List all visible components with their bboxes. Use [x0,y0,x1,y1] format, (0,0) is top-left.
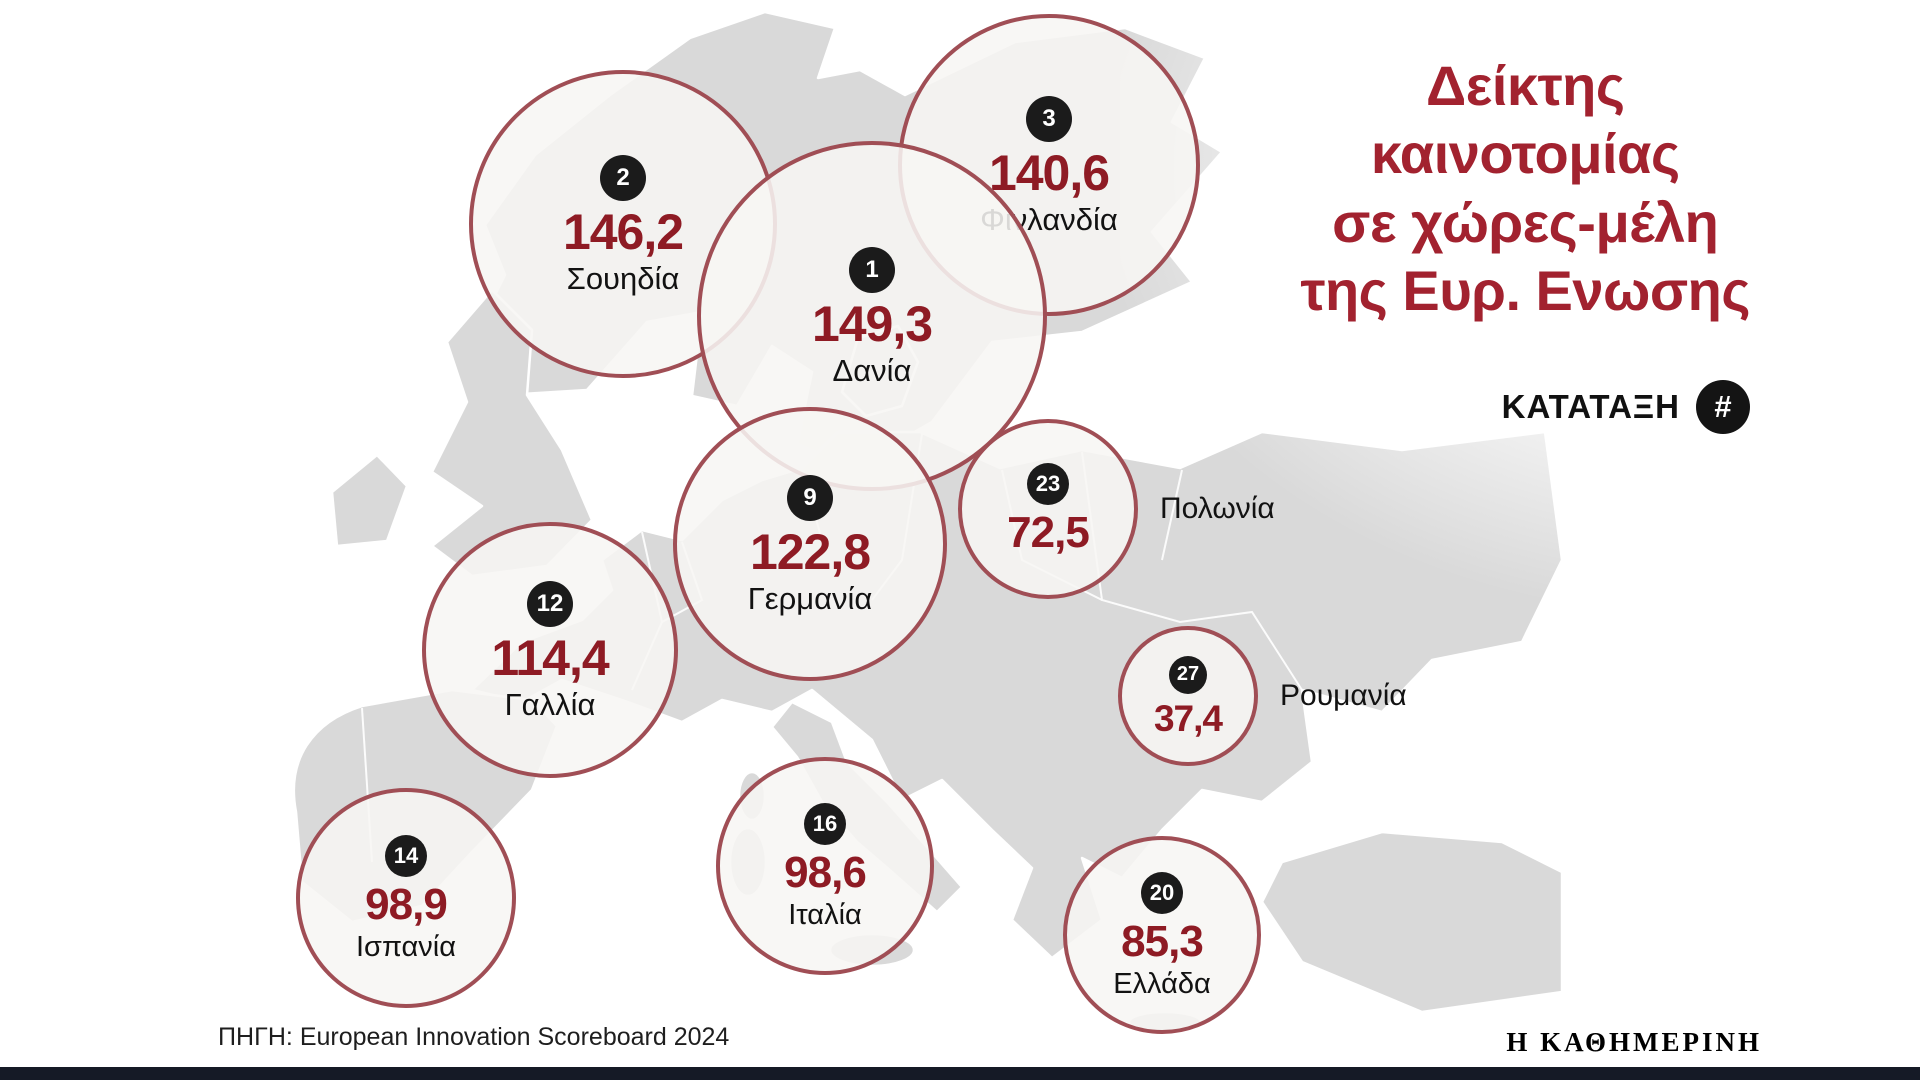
chart-title: Δείκτης καινοτομίας σε χώρες-μέλη της Ευ… [1300,52,1750,325]
innovation-value: 37,4 [1153,697,1223,739]
rank-number: 1 [865,255,879,283]
title-line-2: καινοτομίας [1370,122,1680,186]
country-label: Ρουμανία [1280,679,1407,712]
country-bubble-rank-27: 27 37,4 Ρουμανία [1118,626,1407,766]
source-note: ΠΗΓΗ: European Innovation Scoreboard 202… [218,1023,730,1051]
rank-badge: 12 [527,580,573,627]
rank-hash-icon: # [1696,380,1750,434]
rank-badge: 3 [1026,95,1072,142]
country-label: Ισπανία [355,930,457,963]
innovation-value: 98,9 [365,879,448,929]
title-line-4: της Ευρ. Ενωσης [1300,258,1750,322]
map-britain [430,288,594,578]
rank-badge: 27 [1169,655,1207,694]
rank-number: 2 [616,163,630,191]
country-bubble-rank-23: 23 72,5 Πολωνία [958,419,1275,599]
map-ireland [330,453,409,548]
rank-number: 12 [536,589,564,617]
country-label: Ιταλία [788,898,862,931]
title-line-3: σε χώρες-μέλη [1332,190,1719,254]
innovation-value: 114,4 [491,629,609,686]
innovation-value: 149,3 [811,295,933,352]
innovation-value: 98,6 [784,847,867,897]
country-bubble-rank-12: 12 114,4 Γαλλία [422,522,678,778]
innovation-value: 72,5 [1007,508,1090,557]
innovation-value: 122,8 [749,523,871,580]
hash-symbol: # [1714,389,1732,424]
rank-badge: 20 [1141,871,1183,914]
rank-number: 9 [803,483,817,511]
rank-badge: 9 [787,474,833,521]
country-bubble-rank-16: 16 98,6 Ιταλία [716,757,934,975]
rank-badge: 16 [804,802,846,845]
rank-number: 23 [1035,471,1061,496]
innovation-value: 140,6 [988,144,1110,201]
rank-badge: 14 [385,834,427,877]
country-label: Πολωνία [1160,492,1275,525]
country-label: Ελλάδα [1113,967,1211,1000]
rank-legend: ΚΑΤΑΤΑΞΗ # [1502,380,1750,434]
rank-number: 20 [1149,879,1175,905]
rank-number: 3 [1042,104,1056,132]
country-bubble-rank-9: 9 122,8 Γερμανία [673,407,947,681]
rank-badge: 23 [1027,463,1069,505]
rank-legend-label: ΚΑΤΑΤΑΞΗ [1501,388,1680,425]
country-label: Δανία [832,352,912,388]
innovation-value: 146,2 [562,203,684,260]
rank-number: 16 [812,810,838,836]
rank-number: 27 [1176,663,1200,685]
country-label: Γαλλία [504,686,596,722]
title-line-1: Δείκτης [1426,54,1625,117]
country-label: Σουηδία [566,260,680,296]
publisher-logo: Η ΚΑΘΗΜΕΡΙΝΗ [1506,1027,1762,1057]
country-bubble-rank-20: 20 85,3 Ελλάδα [1063,836,1261,1034]
innovation-value: 85,3 [1121,916,1204,966]
bottom-bar [0,1067,1920,1080]
rank-badge: 1 [849,246,895,293]
map-turkey [1260,830,1564,1014]
country-bubble-rank-14: 14 98,9 Ισπανία [296,788,516,1008]
country-label: Γερμανία [747,580,873,616]
rank-number: 14 [393,842,419,868]
rank-badge: 2 [600,154,646,201]
